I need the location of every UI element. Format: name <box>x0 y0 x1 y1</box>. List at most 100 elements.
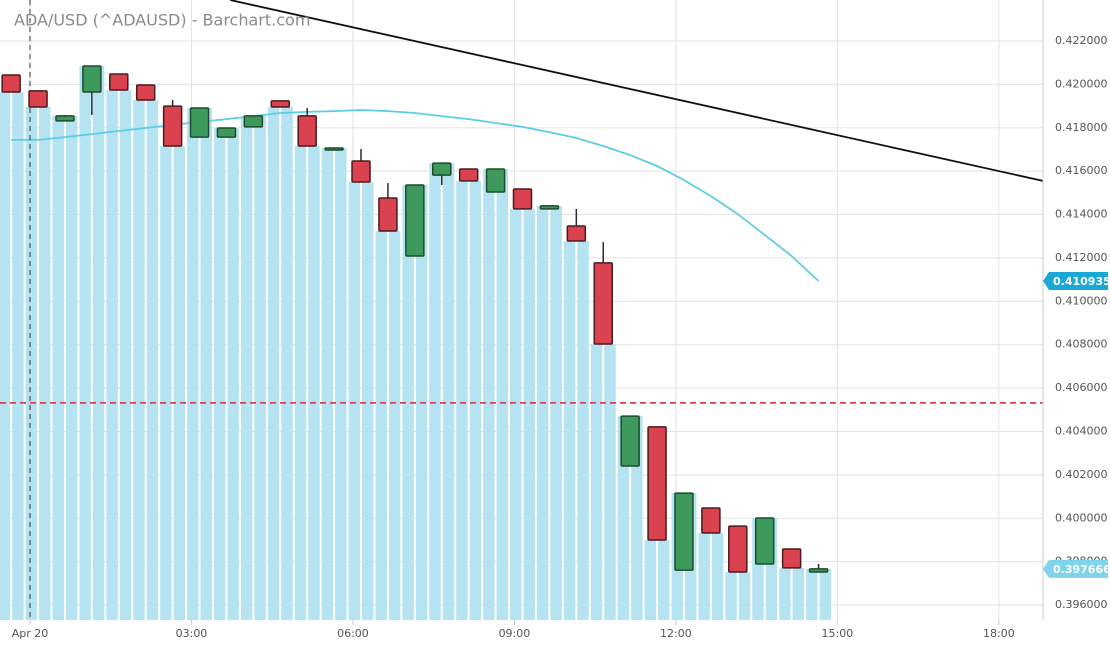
overlay-lines <box>0 0 1044 404</box>
close-column <box>92 65 105 620</box>
candle-body <box>539 205 560 210</box>
close-column <box>52 115 64 620</box>
close-column <box>456 180 468 621</box>
close-column <box>442 163 455 620</box>
candle-body <box>674 492 694 571</box>
close-column <box>79 65 91 620</box>
y-tick-label: 0.410000 <box>1055 294 1108 307</box>
close-column <box>173 145 186 621</box>
x-tick-label: 18:00 <box>983 627 1015 640</box>
close-column <box>133 100 145 620</box>
candle-body <box>82 65 102 93</box>
candle-body <box>162 105 183 147</box>
x-tick-label: 12:00 <box>660 627 692 640</box>
price-tag-label: 0.397666 <box>1053 563 1110 576</box>
close-column <box>362 182 374 620</box>
close-column <box>523 208 535 620</box>
close-column <box>806 568 818 620</box>
close-column <box>388 231 401 620</box>
close-column <box>39 106 51 620</box>
close-column <box>321 147 334 620</box>
candle-body <box>216 127 237 138</box>
close-column <box>187 108 199 620</box>
candle-body <box>781 548 802 569</box>
close-column <box>200 108 212 620</box>
close-column <box>281 106 293 620</box>
close-column <box>779 567 791 620</box>
price-tag <box>1043 559 1108 578</box>
close-column <box>563 241 576 620</box>
close-column <box>698 533 710 620</box>
close-column <box>254 115 266 620</box>
y-tick-label: 0.412000 <box>1055 251 1108 264</box>
candle-body <box>485 168 506 193</box>
y-tick-label: 0.400000 <box>1055 511 1108 524</box>
close-column <box>765 518 778 620</box>
close-column <box>335 147 347 620</box>
close-column <box>590 344 603 620</box>
close-column <box>213 127 226 620</box>
chart-title: ADA/USD (^ADAUSD) - Barchart.com <box>14 11 310 30</box>
close-column <box>738 572 751 620</box>
close-column <box>469 180 482 621</box>
y-tick-label: 0.406000 <box>1055 381 1108 394</box>
candle-body <box>270 100 291 108</box>
close-column <box>725 572 737 620</box>
x-tick-label: 09:00 <box>499 627 531 640</box>
trendline <box>230 0 1044 182</box>
close-column <box>25 106 38 620</box>
candle-body <box>28 90 48 108</box>
close-column <box>792 567 805 620</box>
close-column <box>658 539 670 620</box>
close-column <box>577 241 589 620</box>
candle-body <box>566 225 587 242</box>
close-column <box>119 90 132 620</box>
candle-body <box>754 517 775 565</box>
y-tick-label: 0.414000 <box>1055 208 1108 221</box>
candle-body <box>135 84 156 101</box>
close-column <box>483 168 495 620</box>
y-tick-label: 0.418000 <box>1055 121 1108 134</box>
candle-body <box>647 426 667 541</box>
candle-body <box>243 115 264 128</box>
close-column <box>617 416 630 620</box>
price-tag <box>1043 272 1108 291</box>
candle-body <box>297 115 317 147</box>
candle-body <box>378 197 398 232</box>
moving-average <box>11 109 820 282</box>
y-tick-label: 0.422000 <box>1055 34 1108 47</box>
price-tag-label: 0.410935 <box>1053 275 1110 288</box>
y-tick-label: 0.420000 <box>1055 77 1108 90</box>
close-column <box>267 106 280 620</box>
close-column <box>240 115 253 620</box>
candle-body <box>189 107 210 138</box>
candle-body <box>405 184 425 257</box>
close-column <box>348 182 361 620</box>
x-tick-label: 06:00 <box>337 627 369 640</box>
x-tick-label: Apr 20 <box>12 627 49 640</box>
close-column <box>510 208 522 620</box>
close-column <box>536 205 549 621</box>
close-column <box>227 127 239 620</box>
close-column <box>294 145 307 621</box>
close-column <box>604 344 616 620</box>
volume-bars <box>0 65 831 621</box>
y-tick-label: 0.404000 <box>1055 424 1108 437</box>
close-column <box>752 518 764 620</box>
candles <box>1 65 829 573</box>
candle-body <box>593 262 613 345</box>
candle-body <box>512 188 533 210</box>
close-column <box>711 533 724 620</box>
close-column <box>644 539 657 620</box>
close-column <box>550 205 562 621</box>
candle-body <box>808 568 829 573</box>
y-tick-label: 0.402000 <box>1055 468 1108 481</box>
close-column <box>631 416 643 620</box>
close-column <box>0 91 11 620</box>
candle-body <box>701 507 721 534</box>
close-column <box>429 163 441 620</box>
candle-body <box>1 74 21 93</box>
close-column <box>65 115 78 620</box>
